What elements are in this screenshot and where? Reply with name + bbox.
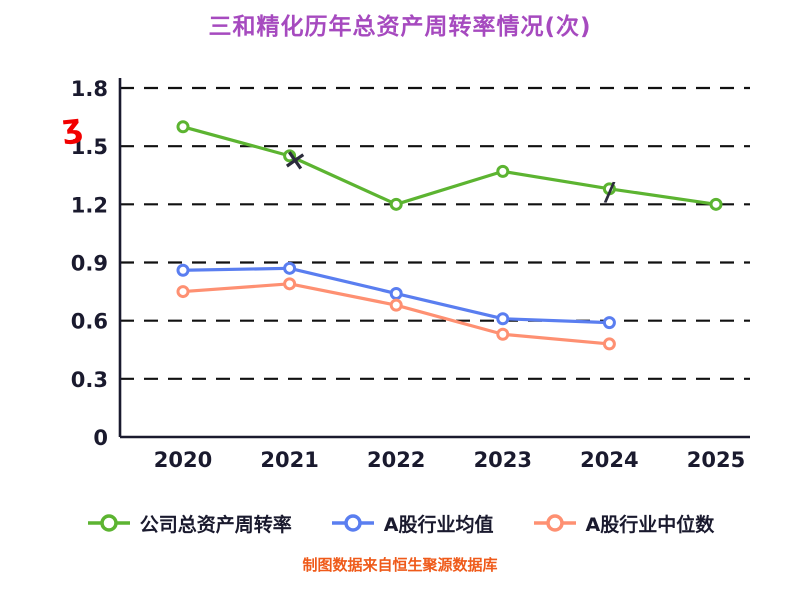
data-point	[602, 182, 616, 196]
data-point	[176, 263, 190, 277]
x-tick-label: 2023	[474, 448, 532, 472]
chart-plot-area: 0 0.3 0.6 0.9 1.2 1.5 1.8 2020 2021 2022 2023 2024 2…	[0, 48, 800, 500]
x-tick-label: 2021	[260, 448, 318, 472]
legend-item-company: 公司总资产周转率	[86, 510, 292, 537]
data-point	[496, 327, 510, 341]
y-tick-label: 0	[93, 426, 108, 450]
data-point	[283, 149, 297, 163]
y-tick-label: 0.3	[71, 368, 108, 392]
x-tick-label: 2025	[687, 448, 745, 472]
annotation-mark: ×	[281, 141, 310, 178]
data-point	[602, 337, 616, 351]
legend-label-industry-median: A股行业中位数	[585, 513, 715, 536]
chart-title: 三和精化历年总资产周转率情况(次)	[208, 14, 592, 40]
data-point	[389, 197, 403, 211]
y-tick-label: 0.9	[71, 252, 108, 276]
data-point	[389, 298, 403, 312]
legend-marker-industry-median-icon	[533, 514, 576, 532]
data-point	[283, 261, 297, 275]
x-tick-label: 2024	[580, 448, 638, 472]
data-point	[176, 285, 190, 299]
y-tick-label: 0.6	[71, 310, 108, 334]
y-tick-label: 1.5	[71, 135, 108, 159]
series-line	[181, 125, 718, 206]
data-point	[709, 197, 723, 211]
data-source-note: 制图数据来自恒生聚源数据库	[302, 556, 498, 574]
legend-marker-industry-mean-icon	[331, 514, 374, 532]
data-point	[496, 312, 510, 326]
legend-marker-company-icon	[87, 514, 130, 532]
x-tick-label: 2020	[154, 448, 212, 472]
chart-legend: 公司总资产周转率 A股行业均值 A股行业中位数	[0, 500, 800, 546]
legend-item-industry-mean: A股行业均值	[330, 510, 494, 537]
annotation-mark: ∕	[603, 177, 616, 208]
data-point	[602, 316, 616, 330]
x-tick-label: 2022	[367, 448, 425, 472]
annotation-mark: ʒ	[60, 106, 84, 146]
legend-label-company: 公司总资产周转率	[139, 513, 292, 536]
data-point	[389, 287, 403, 301]
data-point	[176, 120, 190, 134]
line-chart: 0 0.3 0.6 0.9 1.2 1.5 1.8 2020 2021 2022 2023 2024 2…	[60, 77, 750, 472]
y-tick-label: 1.2	[71, 193, 108, 217]
data-point	[283, 277, 297, 291]
legend-label-industry-mean: A股行业均值	[383, 513, 494, 536]
data-point	[496, 164, 510, 178]
y-tick-label: 1.8	[71, 77, 108, 101]
legend-item-industry-median: A股行业中位数	[532, 510, 715, 537]
